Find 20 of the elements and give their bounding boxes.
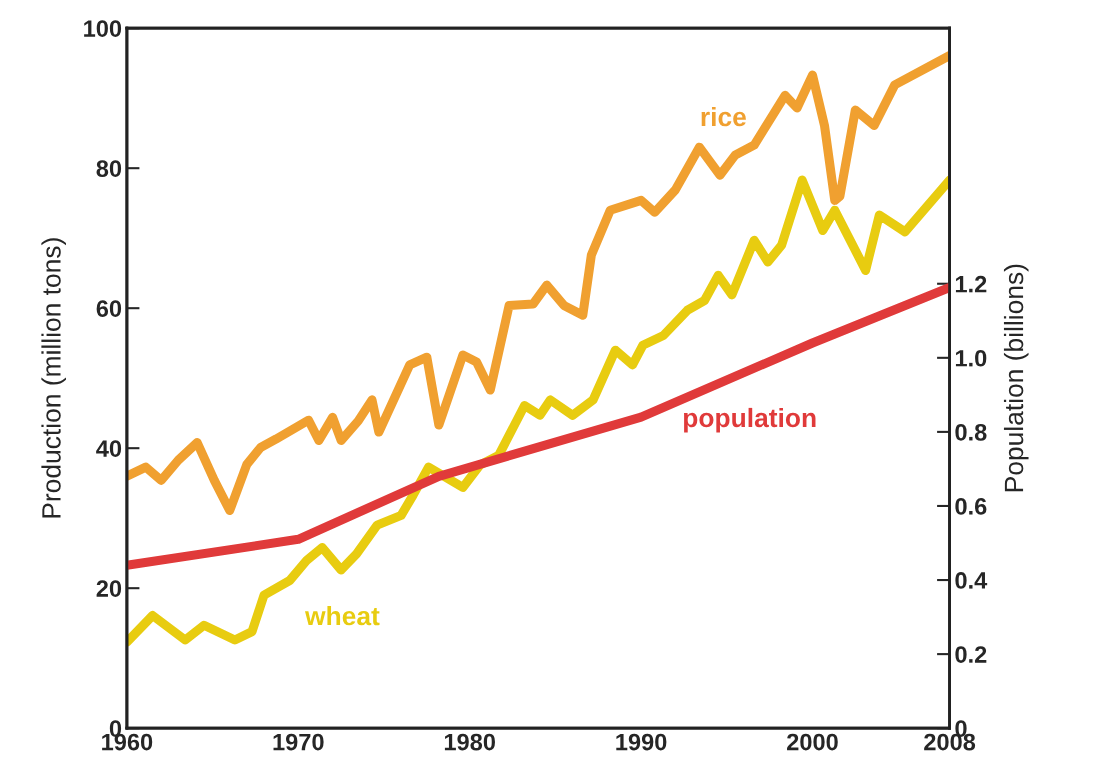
y-tick-label: 100 bbox=[84, 20, 122, 37]
x-tick-label: 2000 bbox=[787, 733, 838, 751]
y2-tick-label: 1.2 bbox=[955, 275, 987, 293]
y2-tick-label: 0.2 bbox=[955, 646, 987, 663]
y-axis-title: Production (million tons) bbox=[41, 238, 66, 518]
y2-axis-title: Population (billions) bbox=[1003, 264, 1029, 492]
series-label: wheat bbox=[304, 605, 380, 626]
y2-tick-label: 0.6 bbox=[955, 498, 987, 515]
series-label: rice bbox=[701, 106, 746, 127]
series-label: population bbox=[684, 407, 816, 433]
y-tick-label: 80 bbox=[96, 160, 122, 177]
x-tick-label: 1970 bbox=[273, 733, 324, 751]
x-tick-label: 1990 bbox=[616, 733, 667, 751]
y2-tick-label: 1.0 bbox=[955, 349, 987, 367]
y-tick-label: 20 bbox=[96, 580, 122, 597]
x-tick-label: 1980 bbox=[444, 733, 495, 751]
y-tick-label: 40 bbox=[96, 440, 122, 457]
y2-tick-label: 0.4 bbox=[955, 572, 988, 589]
y-tick-label: 60 bbox=[96, 300, 122, 317]
y2-tick-label: 0.8 bbox=[955, 423, 987, 441]
